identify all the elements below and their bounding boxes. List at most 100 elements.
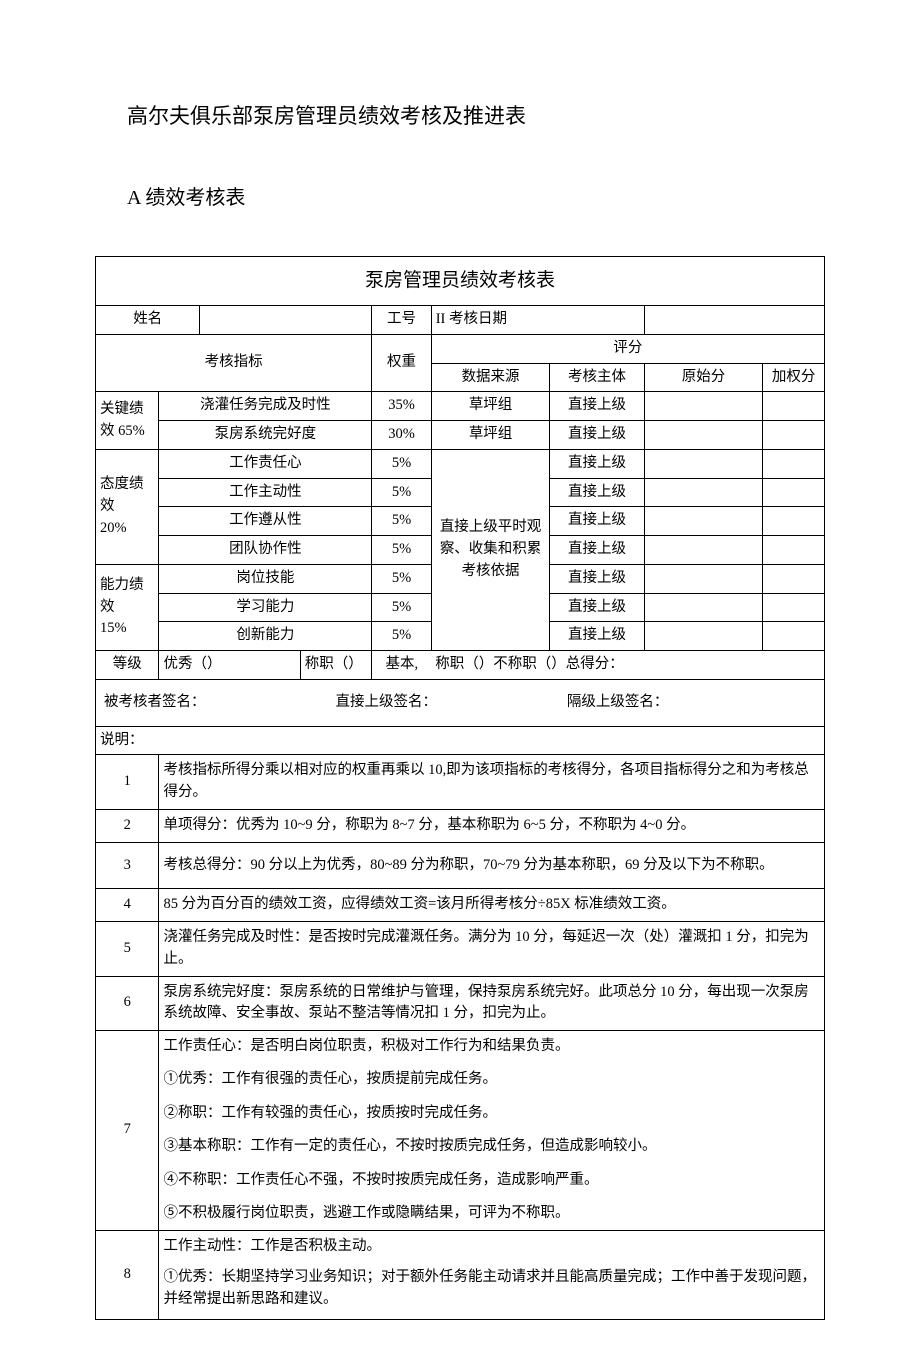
note-text: 泵房系统完好度：泵房系统的日常维护与管理，保持泵房系统完好。此项总分 10 分，… — [159, 976, 825, 1031]
note-row-7a: 7 工作责任心：是否明白岗位职责，积极对工作行为和结果负责。 — [96, 1031, 825, 1063]
note-row: 5 浇灌任务完成及时性：是否按时完成灌溉任务。满分为 10 分，每延迟一次（处）… — [96, 922, 825, 977]
date-value[interactable] — [644, 306, 824, 335]
subject-cell: 直接上级 — [550, 536, 644, 565]
weighted-score-cell[interactable] — [763, 449, 825, 478]
source-cell: 草坪组 — [431, 421, 550, 450]
weight-cell: 5% — [372, 536, 431, 565]
note-row-7c: ②称职：工作有较强的责任心，按质按时完成任务。 — [96, 1097, 825, 1131]
grade-rest[interactable]: 称职（）不称职（）总得分： — [431, 651, 824, 680]
note-text: 考核总得分：90 分以上为优秀，80~89 分为称职，70~79 分为基本称职，… — [159, 842, 825, 889]
subject-cell: 直接上级 — [550, 622, 644, 651]
note-row: 6 泵房系统完好度：泵房系统的日常维护与管理，保持泵房系统完好。此项总分 10 … — [96, 976, 825, 1031]
subject-cell: 直接上级 — [550, 421, 644, 450]
indicator-name: 工作主动性 — [159, 478, 372, 507]
table-row: 关键绩 效 65% 浇灌任务完成及时性 35% 草坪组 直接上级 — [96, 392, 825, 421]
explain-row: 说明： — [96, 726, 825, 755]
explain-label: 说明： — [96, 726, 825, 755]
group-attitude: 态度绩效 20% — [96, 449, 159, 564]
note-text: ④不称职：工作责任心不强，不按时按质完成任务，造成影响严重。 — [159, 1164, 825, 1198]
note-text: ⑤不积极履行岗位职责，逃避工作或隐瞒结果，可评为不称职。 — [159, 1198, 825, 1230]
date-label: II 考核日期 — [431, 306, 644, 335]
indicator-name: 泵房系统完好度 — [159, 421, 372, 450]
grade-basic-prefix: 基本, — [372, 651, 431, 680]
raw-score-cell[interactable] — [644, 449, 763, 478]
note-row-8b: ①优秀：长期坚持学习业务知识；对于额外任务能主动请求并且能高质量完成；工作中善于… — [96, 1262, 825, 1319]
weight-cell: 30% — [372, 421, 431, 450]
note-row-7e: ④不称职：工作责任心不强，不按时按质完成任务，造成影响严重。 — [96, 1164, 825, 1198]
name-value[interactable] — [200, 306, 372, 335]
note-text: 85 分为百分百的绩效工资，应得绩效工资=该月所得考核分÷85X 标准绩效工资。 — [159, 889, 825, 922]
subject-cell: 直接上级 — [550, 564, 644, 593]
note-text: ②称职：工作有较强的责任心，按质按时完成任务。 — [159, 1097, 825, 1131]
raw-score-cell[interactable] — [644, 536, 763, 565]
note-text: ①优秀：工作有很强的责任心，按质提前完成任务。 — [159, 1063, 825, 1097]
indicator-name: 岗位技能 — [159, 564, 372, 593]
shared-source: 直接上级平时观 察、收集和积累 考核依据 — [431, 449, 550, 650]
weighted-score-cell[interactable] — [763, 564, 825, 593]
note-text: ①优秀：长期坚持学习业务知识；对于额外任务能主动请求并且能高质量完成；工作中善于… — [159, 1262, 825, 1319]
grade-label: 等级 — [96, 651, 159, 680]
note-row: 3 考核总得分：90 分以上为优秀，80~89 分为称职，70~79 分为基本称… — [96, 842, 825, 889]
note-row: 4 85 分为百分百的绩效工资，应得绩效工资=该月所得考核分÷85X 标准绩效工… — [96, 889, 825, 922]
raw-score-cell[interactable] — [644, 421, 763, 450]
source-cell: 草坪组 — [431, 392, 550, 421]
name-label: 姓名 — [96, 306, 200, 335]
note-row: 2 单项得分：优秀为 10~9 分，称职为 8~7 分，基本称职为 6~5 分，… — [96, 809, 825, 842]
weight-cell: 5% — [372, 507, 431, 536]
header-row-1: 考核指标 权重 评分 — [96, 334, 825, 363]
group-ability: 能力绩效 15% — [96, 564, 159, 650]
weighted-score-cell[interactable] — [763, 421, 825, 450]
col-weighted-score: 加权分 — [763, 363, 825, 392]
raw-score-cell[interactable] — [644, 507, 763, 536]
weighted-score-cell[interactable] — [763, 392, 825, 421]
raw-score-cell[interactable] — [644, 593, 763, 622]
raw-score-cell[interactable] — [644, 478, 763, 507]
note-row-7b: ①优秀：工作有很强的责任心，按质提前完成任务。 — [96, 1063, 825, 1097]
subject-cell: 直接上级 — [550, 593, 644, 622]
identity-row: 姓名 工号 II 考核日期 — [96, 306, 825, 335]
note-num: 5 — [96, 922, 159, 977]
weight-cell: 5% — [372, 593, 431, 622]
signature-row: 被考核者签名： 直接上级签名： 隔级上级签名： — [96, 679, 825, 726]
note-text: 考核指标所得分乘以相对应的权重再乘以 10,即为该项指标的考核得分，各项目指标得… — [159, 755, 825, 810]
weighted-score-cell[interactable] — [763, 593, 825, 622]
note-text: 浇灌任务完成及时性：是否按时完成灌溉任务。满分为 10 分，每延迟一次（处）灌溉… — [159, 922, 825, 977]
col-score: 评分 — [431, 334, 824, 363]
note-num: 3 — [96, 842, 159, 889]
weighted-score-cell[interactable] — [763, 622, 825, 651]
weighted-score-cell[interactable] — [763, 478, 825, 507]
note-row-8a: 8 工作主动性：工作是否积极主动。 — [96, 1230, 825, 1262]
note-num: 2 — [96, 809, 159, 842]
note-text: 工作责任心：是否明白岗位职责，积极对工作行为和结果负责。 — [159, 1031, 825, 1063]
weighted-score-cell[interactable] — [763, 507, 825, 536]
grade-row: 等级 优秀（） 称职（） 基本, 称职（）不称职（）总得分： — [96, 651, 825, 680]
indicator-name: 工作遵从性 — [159, 507, 372, 536]
sig-assessed[interactable]: 被考核者签名： — [104, 692, 332, 714]
note-num: 6 — [96, 976, 159, 1031]
note-num: 1 — [96, 755, 159, 810]
weight-cell: 5% — [372, 478, 431, 507]
indicator-name: 学习能力 — [159, 593, 372, 622]
table-row: 态度绩效 20% 工作责任心 5% 直接上级平时观 察、收集和积累 考核依据 直… — [96, 449, 825, 478]
raw-score-cell[interactable] — [644, 622, 763, 651]
id-label: 工号 — [372, 306, 431, 335]
weight-cell: 5% — [372, 622, 431, 651]
sig-direct[interactable]: 直接上级签名： — [335, 692, 563, 714]
note-row: 1 考核指标所得分乘以相对应的权重再乘以 10,即为该项指标的考核得分，各项目指… — [96, 755, 825, 810]
grade-qualified[interactable]: 称职（） — [300, 651, 372, 680]
subject-cell: 直接上级 — [550, 478, 644, 507]
col-indicator: 考核指标 — [96, 334, 372, 392]
grade-excellent[interactable]: 优秀（） — [159, 651, 300, 680]
raw-score-cell[interactable] — [644, 564, 763, 593]
col-subject: 考核主体 — [550, 363, 644, 392]
subject-cell: 直接上级 — [550, 507, 644, 536]
indicator-name: 团队协作性 — [159, 536, 372, 565]
subject-cell: 直接上级 — [550, 449, 644, 478]
col-raw-score: 原始分 — [644, 363, 763, 392]
sig-skip[interactable]: 隔级上级签名： — [567, 692, 795, 714]
weighted-score-cell[interactable] — [763, 536, 825, 565]
weight-cell: 35% — [372, 392, 431, 421]
group-key: 关键绩 效 65% — [96, 392, 159, 450]
raw-score-cell[interactable] — [644, 392, 763, 421]
col-weight: 权重 — [372, 334, 431, 392]
